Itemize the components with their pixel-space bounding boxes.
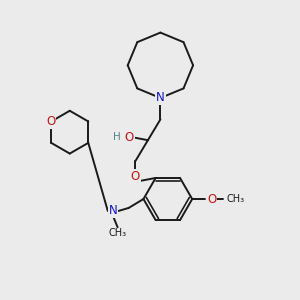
Text: O: O — [207, 193, 217, 206]
Text: H: H — [113, 132, 121, 142]
Text: CH₃: CH₃ — [109, 228, 127, 238]
Text: N: N — [156, 92, 165, 104]
Text: N: N — [109, 204, 118, 218]
Text: CH₃: CH₃ — [227, 194, 245, 204]
Text: O: O — [131, 170, 140, 183]
Text: O: O — [125, 131, 134, 144]
Text: O: O — [46, 115, 56, 128]
